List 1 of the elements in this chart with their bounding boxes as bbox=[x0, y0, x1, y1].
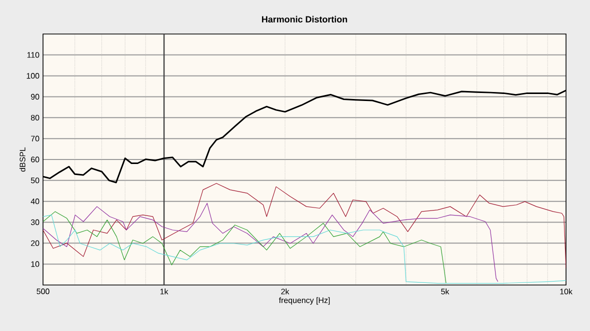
chart-title: Harmonic Distortion bbox=[262, 16, 348, 23]
